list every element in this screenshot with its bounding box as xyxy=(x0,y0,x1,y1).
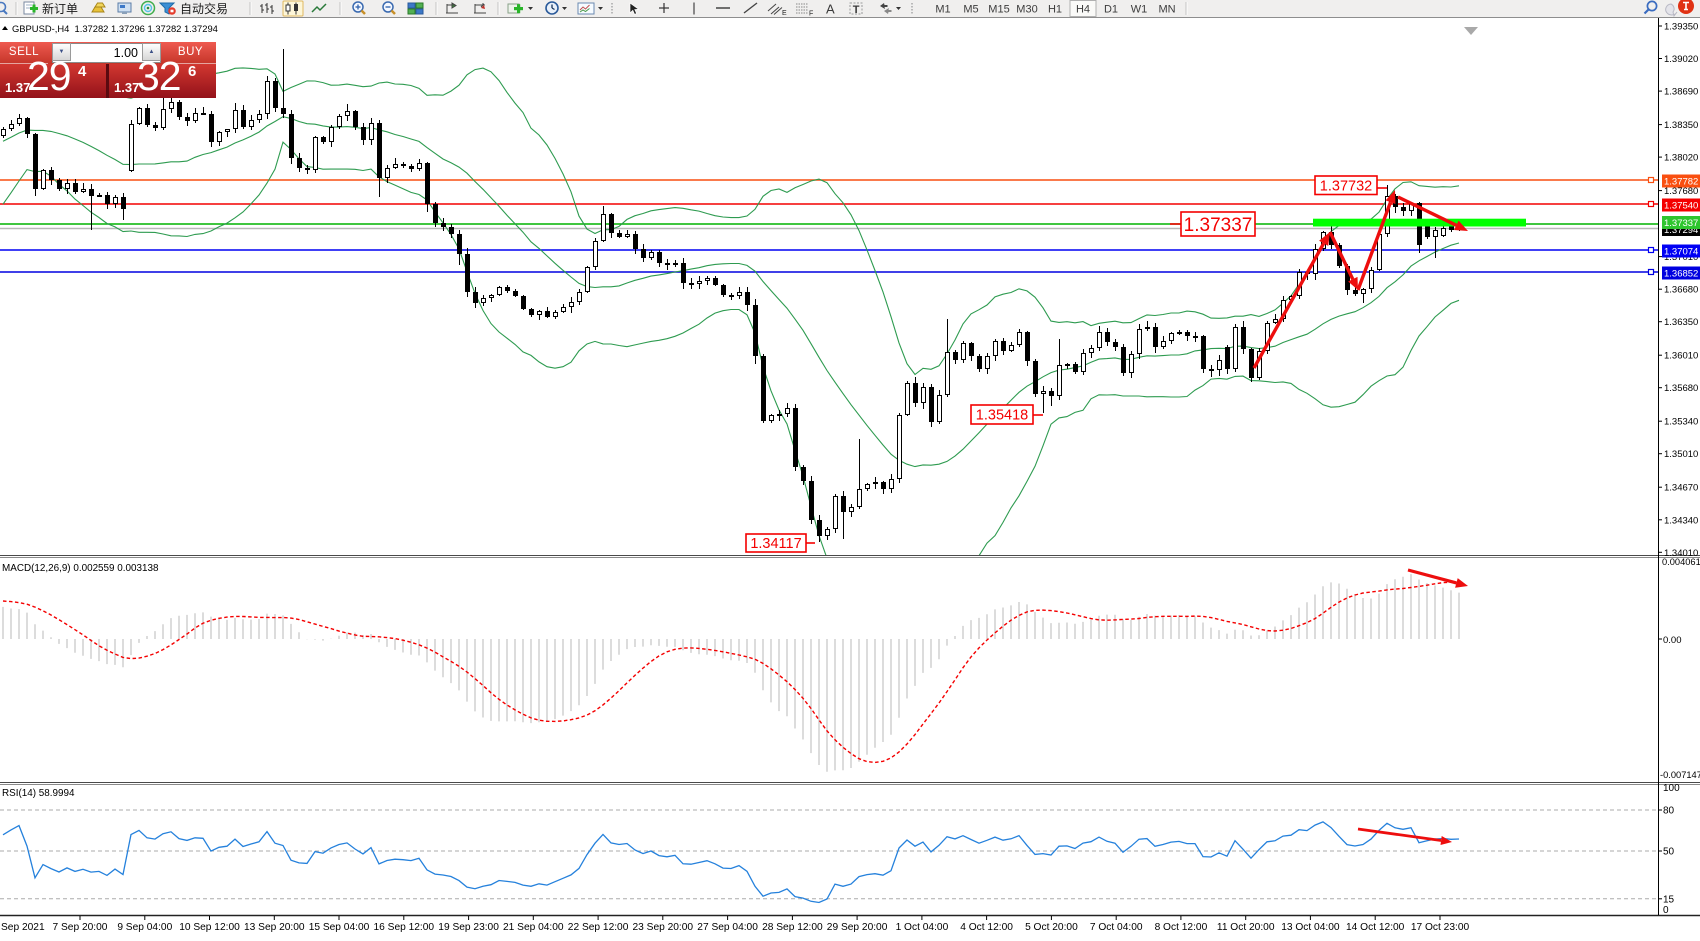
svg-text:1.37074: 1.37074 xyxy=(1664,247,1698,258)
svg-text:1.38690: 1.38690 xyxy=(1664,87,1698,98)
svg-text:9 Sep 04:00: 9 Sep 04:00 xyxy=(117,922,172,933)
svg-text:29 Sep 20:00: 29 Sep 20:00 xyxy=(827,922,888,933)
svg-text:A: A xyxy=(826,2,835,17)
svg-text:7 Sep 20:00: 7 Sep 20:00 xyxy=(53,922,108,933)
svg-text:1.34010: 1.34010 xyxy=(1664,548,1698,559)
svg-text:5 Oct 20:00: 5 Oct 20:00 xyxy=(1025,922,1078,933)
svg-text:1.37337: 1.37337 xyxy=(1184,215,1253,236)
svg-text:19 Sep 23:00: 19 Sep 23:00 xyxy=(438,922,499,933)
svg-text:1.34117: 1.34117 xyxy=(750,536,801,552)
svg-text:8 Oct 12:00: 8 Oct 12:00 xyxy=(1155,922,1208,933)
svg-text:1.38020: 1.38020 xyxy=(1664,153,1698,164)
svg-text:1.35418: 1.35418 xyxy=(976,408,1028,424)
svg-text:1.39350: 1.39350 xyxy=(1664,22,1698,33)
svg-text:0.00: 0.00 xyxy=(1663,635,1682,646)
svg-text:H1: H1 xyxy=(1048,4,1062,16)
svg-text:M5: M5 xyxy=(963,4,978,16)
svg-text:15: 15 xyxy=(1663,895,1675,906)
svg-text:M30: M30 xyxy=(1016,4,1037,16)
svg-text:E: E xyxy=(782,10,787,17)
svg-text:10 Sep 12:00: 10 Sep 12:00 xyxy=(179,922,240,933)
svg-text:1 Oct 04:00: 1 Oct 04:00 xyxy=(896,922,949,933)
svg-text:MACD(12,26,9) 0.002559 0.00313: MACD(12,26,9) 0.002559 0.003138 xyxy=(2,563,159,574)
svg-text:23 Sep 20:00: 23 Sep 20:00 xyxy=(632,922,693,933)
svg-text:1.34670: 1.34670 xyxy=(1664,483,1698,494)
svg-text:1.35680: 1.35680 xyxy=(1664,383,1698,394)
svg-text:W1: W1 xyxy=(1131,4,1148,16)
svg-text:1.37680: 1.37680 xyxy=(1664,186,1698,197)
svg-text:1.37732: 1.37732 xyxy=(1320,178,1372,194)
svg-text:1.37337: 1.37337 xyxy=(1664,218,1698,229)
svg-text:新订单: 新订单 xyxy=(42,1,78,16)
svg-text:21 Sep 04:00: 21 Sep 04:00 xyxy=(503,922,564,933)
svg-text:M15: M15 xyxy=(988,4,1009,16)
svg-text:50: 50 xyxy=(1663,847,1675,858)
svg-text:自动交易: 自动交易 xyxy=(180,1,228,16)
svg-text:H4: H4 xyxy=(1076,4,1090,16)
svg-text:D1: D1 xyxy=(1104,4,1118,16)
svg-text:M1: M1 xyxy=(935,4,950,16)
svg-text:13 Sep 20:00: 13 Sep 20:00 xyxy=(244,922,305,933)
svg-text:T: T xyxy=(853,4,860,16)
svg-text:GBPUSD-,H4 1.37282 1.37296 1.: GBPUSD-,H4 1.37282 1.37296 1.37282 1.372… xyxy=(12,23,218,34)
svg-text:13 Oct 04:00: 13 Oct 04:00 xyxy=(1281,922,1340,933)
svg-text:1.37010: 1.37010 xyxy=(1664,252,1698,263)
svg-text:11 Oct 20:00: 11 Oct 20:00 xyxy=(1217,922,1275,933)
svg-text:1.34340: 1.34340 xyxy=(1664,515,1698,526)
svg-text:16 Sep 12:00: 16 Sep 12:00 xyxy=(373,922,434,933)
svg-text:1.36852: 1.36852 xyxy=(1664,269,1698,280)
svg-text:1.36010: 1.36010 xyxy=(1664,351,1698,362)
svg-text:-0.007147: -0.007147 xyxy=(1660,770,1700,780)
svg-text:1.37782: 1.37782 xyxy=(1664,177,1698,188)
svg-text:0: 0 xyxy=(1663,905,1669,916)
svg-text:27 Sep 04:00: 27 Sep 04:00 xyxy=(697,922,758,933)
svg-text:1.36350: 1.36350 xyxy=(1664,317,1698,328)
svg-text:1.37540: 1.37540 xyxy=(1664,201,1698,212)
svg-text:22 Sep 12:00: 22 Sep 12:00 xyxy=(568,922,629,933)
svg-text:1.38350: 1.38350 xyxy=(1664,120,1698,131)
svg-text:1.36680: 1.36680 xyxy=(1664,285,1698,296)
svg-text:28 Sep 12:00: 28 Sep 12:00 xyxy=(762,922,823,933)
svg-text:4 Oct 12:00: 4 Oct 12:00 xyxy=(960,922,1013,933)
svg-text:15 Sep 04:00: 15 Sep 04:00 xyxy=(309,922,370,933)
svg-text:F: F xyxy=(809,11,813,18)
svg-text:MN: MN xyxy=(1158,4,1175,16)
svg-text:100: 100 xyxy=(1663,783,1680,794)
svg-text:7 Oct 04:00: 7 Oct 04:00 xyxy=(1090,922,1143,933)
svg-text:0.004061: 0.004061 xyxy=(1662,557,1700,567)
svg-text:80: 80 xyxy=(1663,806,1675,817)
svg-text:17 Oct 23:00: 17 Oct 23:00 xyxy=(1411,922,1470,933)
svg-text:RSI(14) 58.9994: RSI(14) 58.9994 xyxy=(2,788,75,799)
svg-text:1.35340: 1.35340 xyxy=(1664,417,1698,428)
svg-text:14 Oct 12:00: 14 Oct 12:00 xyxy=(1346,922,1405,933)
svg-text:1.35010: 1.35010 xyxy=(1664,449,1698,460)
svg-text:Sep 2021: Sep 2021 xyxy=(1,922,45,933)
svg-text:1.39020: 1.39020 xyxy=(1664,54,1698,65)
svg-text:1.37294: 1.37294 xyxy=(1664,225,1698,236)
